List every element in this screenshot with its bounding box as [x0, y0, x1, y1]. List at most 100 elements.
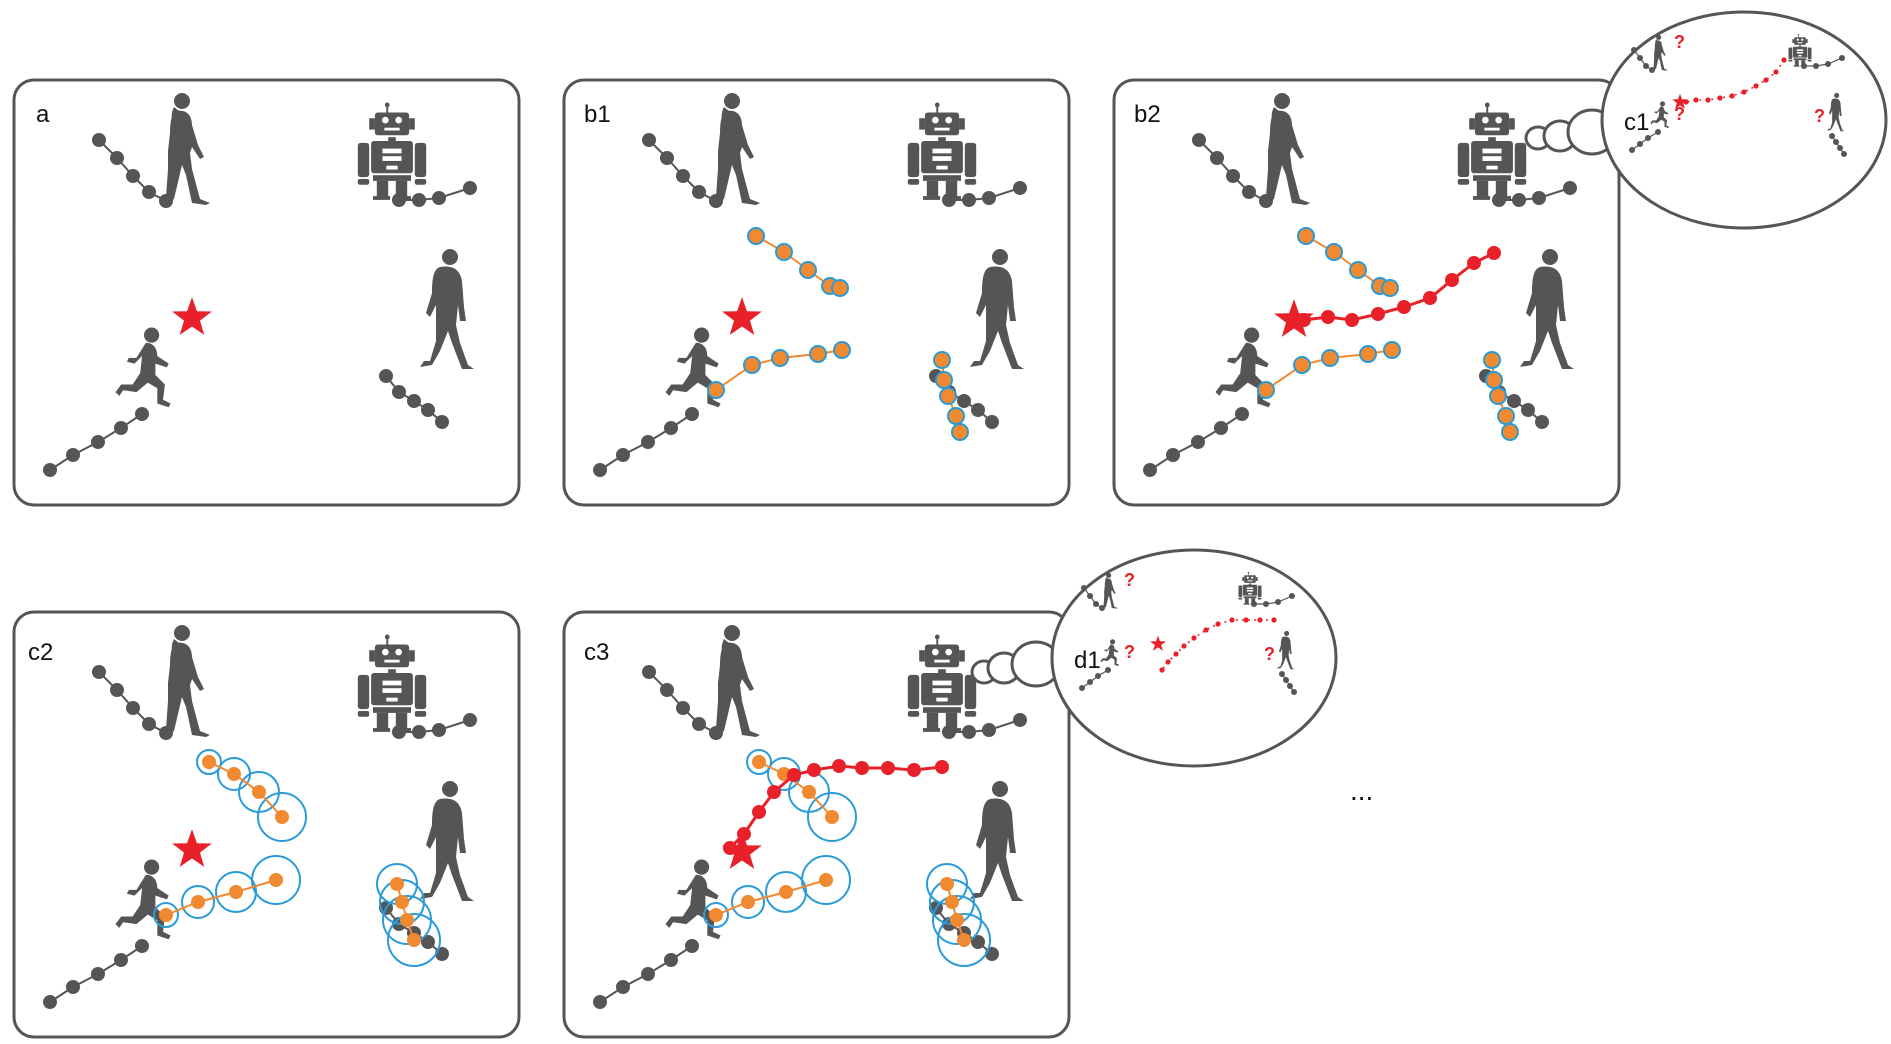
b2-woman-prediction-dot — [1381, 279, 1399, 297]
d1-robot-plan-dot — [1215, 621, 1221, 627]
a-man-walking-icon — [420, 249, 474, 369]
c2-woman-history — [92, 665, 173, 740]
b1-man-prediction-dot — [935, 371, 953, 389]
b2-boy-history — [1143, 407, 1249, 477]
b2-robot-history-dot — [1512, 193, 1526, 207]
c3-man-uncertainty — [926, 863, 991, 967]
c3-boy-uncertainty-line — [715, 879, 827, 916]
c2-boy-uncertainty-dot — [191, 895, 205, 909]
b1-woman-history — [642, 133, 723, 208]
c2-boy-history-dot — [135, 939, 149, 953]
c2-woman-walking-icon-shape — [160, 625, 210, 737]
b2-boy-prediction-dot — [1321, 349, 1339, 367]
c3-woman-walking-icon-shape — [710, 625, 760, 737]
d1-robot-plan-dot — [1243, 617, 1249, 623]
c2-man-uncertainty-dot — [407, 933, 421, 947]
a-boy-history-dot — [66, 448, 80, 462]
c3-man-walking-icon-shape — [970, 781, 1024, 901]
b1-man-prediction-dot — [947, 407, 965, 425]
d1-robot-plan-dot — [1203, 627, 1209, 633]
a-robot-history-dot — [412, 193, 426, 207]
c3-robot-history-dot — [982, 723, 996, 737]
a-man-history-dot — [407, 394, 421, 408]
c3-boy-uncertainty-dot — [709, 908, 723, 922]
d1-robot-history-dot — [1263, 601, 1269, 607]
b2-robot-plan-dot — [1487, 246, 1501, 260]
c3-boy-uncertainty-ring — [703, 902, 729, 928]
b1-boy-prediction-dot — [771, 349, 789, 367]
c3-woman-walking-icon — [710, 625, 760, 737]
b2-boy-history-dot — [1143, 463, 1157, 477]
b2-boy-history-dot — [1191, 435, 1205, 449]
b1-goal-star-icon-shape — [722, 297, 762, 335]
panel-a-frame — [12, 78, 521, 507]
b2-robot-history-line — [1499, 187, 1571, 201]
panel-label-b1: b1 — [584, 101, 611, 128]
b2-woman-history-dot — [1242, 185, 1256, 199]
a-robot-history-dot — [463, 181, 477, 195]
b2-man-walking-icon — [1520, 249, 1574, 369]
b2-boy-prediction-dot — [1257, 381, 1275, 399]
b1-man-walking-icon-shape — [970, 249, 1024, 369]
a-boy-history-dot — [43, 463, 57, 477]
d1-robot-plan-dot — [1173, 651, 1179, 657]
c2-boy-uncertainty-ring — [251, 855, 301, 905]
b1-man-prediction-dot — [951, 423, 969, 441]
b2-boy-history-dot — [1214, 421, 1228, 435]
c2-robot-history-dot — [412, 725, 426, 739]
d1-boy-history-dot — [1087, 679, 1093, 685]
c3-boy-history-dot — [664, 953, 678, 967]
b1-boy-history-dot — [593, 463, 607, 477]
c2-goal-star-icon — [172, 829, 212, 867]
c2-woman-uncertainty-line — [208, 761, 283, 818]
c3-robot-history-dot — [962, 725, 976, 739]
a-woman-history-dot — [92, 133, 106, 147]
d1-robot-plan-dot — [1271, 617, 1277, 623]
c2-woman-uncertainty — [196, 749, 307, 842]
d1-robot-history-dot — [1289, 593, 1295, 599]
c1-man-history-dot — [1829, 133, 1835, 139]
c1-man-history-dot — [1833, 139, 1839, 145]
c3-boy-history-dot — [685, 939, 699, 953]
a-man-history-dot — [379, 369, 393, 383]
c3-woman-uncertainty — [746, 749, 857, 842]
b1-woman-walking-icon-shape — [710, 93, 760, 205]
b1-man-prediction-dot — [933, 351, 951, 369]
b1-goal-star-icon — [722, 297, 762, 335]
c3-robot-plan-dot — [832, 759, 846, 773]
d1-man-history-line — [1281, 673, 1295, 693]
c1-boy-history-line — [1631, 131, 1659, 151]
panel-b2-frame — [1112, 78, 1621, 507]
c3-man-uncertainty-ring — [937, 913, 991, 967]
c1-robot-plan-dot — [1717, 95, 1723, 101]
a-man-history-dot — [435, 415, 449, 429]
c2-man-walking-icon — [420, 781, 474, 901]
panel-b1-scene — [593, 93, 1027, 477]
c2-woman-uncertainty-dot — [252, 785, 266, 799]
a-man-history — [379, 369, 449, 429]
c2-man-walking-icon-shape — [420, 781, 474, 901]
b2-man-prediction-dot — [1497, 407, 1515, 425]
c1-robot-plan-dot — [1705, 97, 1711, 103]
d1-boy-history-line — [1081, 669, 1109, 689]
c2-man-history-dot — [435, 947, 449, 961]
c3-boy-uncertainty-dot — [819, 873, 833, 887]
c2-woman-uncertainty-ring — [257, 792, 307, 842]
c2-woman-history-dot — [142, 717, 156, 731]
c3-woman-history — [642, 665, 723, 740]
c2-man-uncertainty-dot — [400, 913, 414, 927]
d1-unknown-question-mark: ? — [1124, 570, 1135, 590]
c2-boy-uncertainty-dot — [229, 885, 243, 899]
b1-man-prediction-dot — [939, 387, 957, 405]
c3-woman-uncertainty-ring — [746, 749, 772, 775]
c3-man-uncertainty-dot — [957, 933, 971, 947]
b2-woman-history-dot — [1192, 133, 1206, 147]
b1-boy-history-dot — [664, 421, 678, 435]
d1-robot-history-dot — [1275, 599, 1281, 605]
c3-woman-uncertainty-dot — [752, 755, 766, 769]
b2-robot-plan-dot — [1397, 300, 1411, 314]
c3-boy-uncertainty-dot — [741, 895, 755, 909]
d1-woman-history-line — [1083, 587, 1103, 609]
d1-robot-plan-dot — [1165, 659, 1171, 665]
b2-boy-prediction-dot — [1359, 345, 1377, 363]
